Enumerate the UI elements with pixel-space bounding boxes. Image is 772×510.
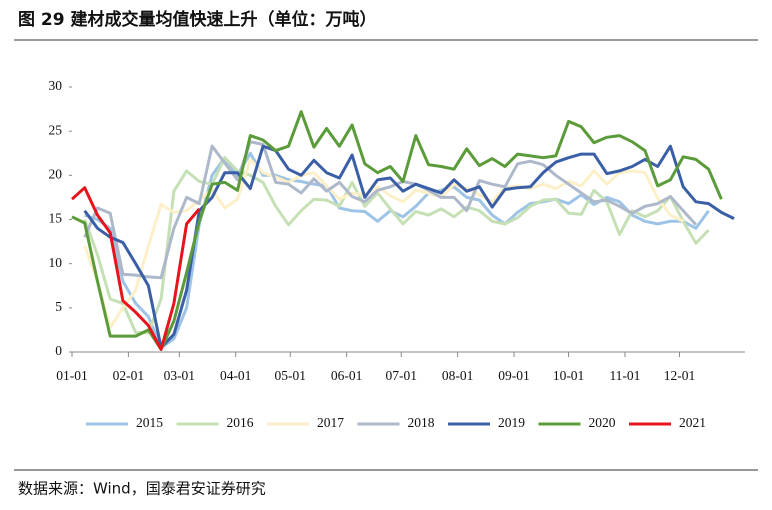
legend-label: 2021 [679,415,706,430]
series-line [71,110,723,351]
x-tick-label: 02-01 [113,368,145,383]
x-tick-label: 07-01 [385,368,417,383]
source: 数据来源：Wind，国泰君安证券研究 [18,480,266,498]
y-tick-label: 20 [49,166,63,181]
series-line [83,140,698,280]
x-tick-label: 09-01 [498,368,530,383]
x-tick-label: 11-01 [609,368,640,383]
legend-label: 2020 [589,415,616,430]
legend-label: 2017 [317,415,344,430]
x-tick-label: 06-01 [331,368,363,383]
y-tick-label: 30 [49,78,63,93]
legend-label: 2016 [227,415,254,430]
y-tick-label: 10 [49,255,63,270]
x-tick-label: 01-01 [56,368,88,383]
legend-label: 2015 [136,415,163,430]
x-tick-label: 03-01 [164,368,196,383]
series-line [70,186,201,351]
series-line [83,157,684,329]
y-tick-label: 5 [55,299,62,314]
y-tick-label: 25 [49,122,63,137]
y-tick-label: 0 [55,343,62,358]
x-tick-label: 08-01 [442,368,474,383]
x-tick-label: 05-01 [275,368,307,383]
x-tick-label: 10-01 [553,368,585,383]
legend-label: 2019 [498,415,525,430]
x-tick-label: 12-01 [664,368,696,383]
x-tick-label: 04-01 [220,368,252,383]
y-tick-label: 15 [49,211,63,226]
chart-title: 图 29 建材成交量均值快速上升（单位：万吨） [18,9,377,30]
legend-label: 2018 [408,415,435,430]
